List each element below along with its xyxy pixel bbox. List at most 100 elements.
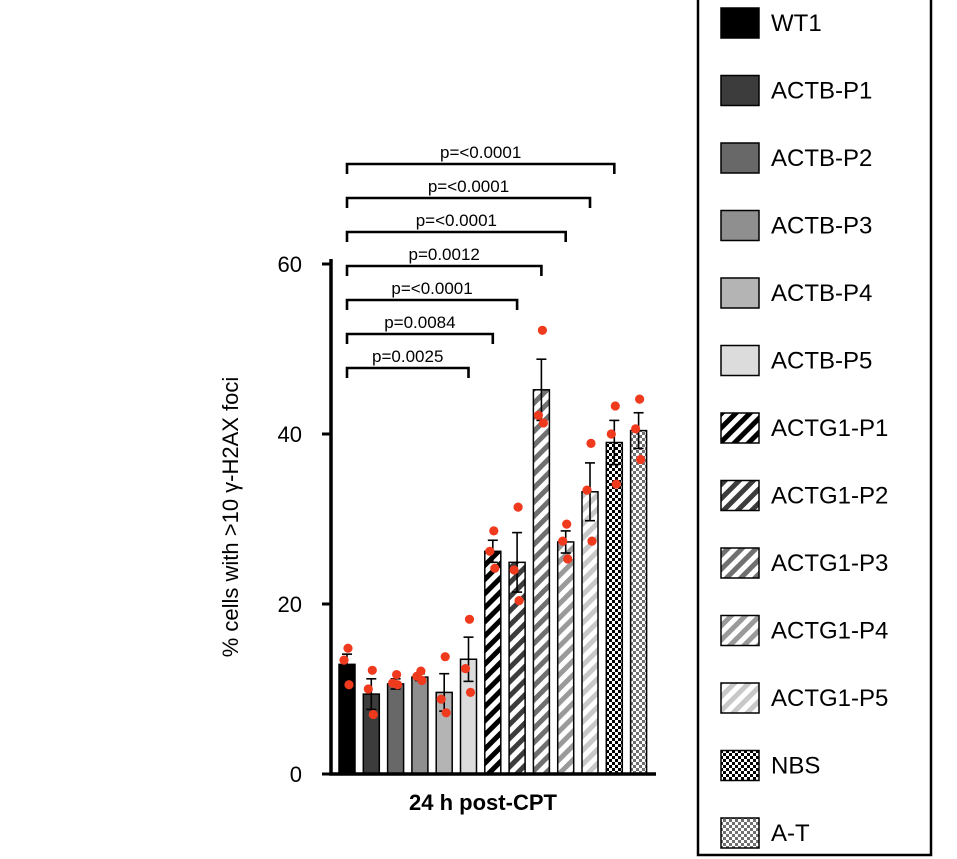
point-actg1-p4 xyxy=(563,554,573,564)
point-wt1 xyxy=(339,655,349,665)
legend-swatch xyxy=(720,614,760,647)
bar-a-t xyxy=(629,429,648,775)
point-actb-p3 xyxy=(417,675,427,686)
point-actg1-p3 xyxy=(537,325,548,335)
point-actg1-p3 xyxy=(538,418,549,428)
point-nbs xyxy=(606,429,616,439)
legend-label: ACTG1-P3 xyxy=(771,550,888,577)
y-tick-label: 40 xyxy=(278,422,302,447)
legend-item-actg1-p3: ACTG1-P3 xyxy=(720,547,888,579)
legend-item-nbs: NBS xyxy=(720,749,820,782)
error-bar-actg1-p2 xyxy=(512,531,523,593)
bars xyxy=(338,389,648,775)
point-actg1-p2 xyxy=(509,565,519,575)
legend-item-actb-p1: ACTB-P1 xyxy=(720,74,872,107)
point-actg1-p3 xyxy=(533,410,544,420)
p-value-label: p=0.0084 xyxy=(384,313,455,332)
p-value-label: p=0.0012 xyxy=(409,245,480,264)
legend-item-actg1-p5: ACTG1-P5 xyxy=(720,682,888,714)
point-actb-p2 xyxy=(393,680,403,690)
y-tick-label: 0 xyxy=(290,762,302,787)
point-wt1 xyxy=(343,643,353,653)
p-value-label: p=<0.0001 xyxy=(440,143,521,162)
legend-swatch xyxy=(720,817,760,849)
point-wt1 xyxy=(344,680,354,690)
y-axis-label: % cells with >10 γ-H2AX foci xyxy=(218,377,243,658)
legend-item-actb-p3: ACTB-P3 xyxy=(720,209,872,242)
point-actg1-p5 xyxy=(587,536,597,546)
legend-label: ACTB-P2 xyxy=(771,145,872,172)
bar-nbs xyxy=(605,441,624,775)
point-nbs xyxy=(611,479,621,489)
point-actb-p1 xyxy=(367,665,377,675)
y-tick-label: 60 xyxy=(278,252,302,277)
error-bar-actb-p1 xyxy=(366,677,377,711)
legend-item-actg1-p1: ACTG1-P1 xyxy=(720,412,888,444)
legend-item-actg1-p4: ACTG1-P4 xyxy=(720,614,888,647)
point-actb-p2 xyxy=(392,669,402,680)
legend-label: WT1 xyxy=(771,10,822,37)
p-value-label: p=<0.0001 xyxy=(416,211,497,230)
legend-label: ACTG1-P1 xyxy=(771,415,888,442)
p-value-label: p=<0.0001 xyxy=(391,279,472,298)
point-actb-p4 xyxy=(441,708,451,718)
bar-actb-p2 xyxy=(386,683,405,775)
legend-item-actb-p2: ACTB-P2 xyxy=(720,142,872,174)
legend-swatch xyxy=(720,344,760,377)
legend-swatch xyxy=(720,74,760,107)
legend-swatch xyxy=(720,412,760,444)
legend-item-actb-p4: ACTB-P4 xyxy=(720,277,872,309)
significance-brackets: p=0.0025 p=0.0084 p=<0.0001 p=0.0012 p=<0.00… xyxy=(345,143,616,378)
legend-swatch xyxy=(720,749,760,782)
error-bar-nbs xyxy=(609,419,620,466)
legend-swatch xyxy=(720,209,760,242)
bar-actg1-p1 xyxy=(484,550,502,775)
point-actb-p4 xyxy=(440,652,450,662)
legend-label: ACTB-P3 xyxy=(771,213,872,240)
legend-item-a-t: A-T xyxy=(720,817,810,849)
bar-actg1-p2 xyxy=(508,561,526,775)
point-actg1-p4 xyxy=(562,519,572,529)
point-a-t xyxy=(631,424,641,434)
legend-label: ACTG1-P4 xyxy=(771,618,888,645)
point-a-t xyxy=(636,454,646,465)
x-axis-label: 24 h post-CPT xyxy=(409,790,557,815)
point-actg1-p1 xyxy=(490,563,500,573)
point-actg1-p1 xyxy=(485,546,495,556)
legend-swatch xyxy=(720,547,760,579)
legend-label: ACTG1-P2 xyxy=(771,483,888,510)
legend-swatch xyxy=(720,479,760,512)
point-actb-p5 xyxy=(460,664,471,674)
point-actg1-p4 xyxy=(558,536,568,546)
bar-actg1-p4 xyxy=(556,541,575,775)
bracket: p=<0.0001 xyxy=(345,211,567,242)
legend-swatch xyxy=(720,682,760,714)
legend-swatch xyxy=(720,7,760,39)
y-ticks: 0 20 40 60 xyxy=(278,252,331,787)
point-actb-p5 xyxy=(465,687,476,698)
bracket: p=<0.0001 xyxy=(345,143,616,174)
point-actb-p1 xyxy=(363,684,373,694)
point-actb-p1 xyxy=(368,709,378,720)
bracket: p=0.0012 xyxy=(345,245,543,276)
legend: WT1 ACTB-P1 ACTB-P2 ACTB-P3 ACTB-P4 ACTB-P5 AC… xyxy=(696,0,933,857)
bracket: p=0.0025 xyxy=(345,347,470,378)
bracket: p=<0.0001 xyxy=(345,279,519,310)
legend-swatch xyxy=(720,142,760,174)
point-nbs xyxy=(610,401,620,411)
point-actg1-p2 xyxy=(513,502,523,512)
legend-label: ACTB-P1 xyxy=(771,78,872,105)
bracket: p=0.0084 xyxy=(345,313,495,344)
legend-item-wt1: WT1 xyxy=(720,7,822,39)
point-actg1-p5 xyxy=(582,485,592,495)
legend-swatch xyxy=(720,277,760,309)
legend-label: ACTB-P5 xyxy=(771,348,872,375)
error-bar-actb-p5 xyxy=(463,636,474,683)
bar-actg1-p3 xyxy=(532,389,551,775)
point-actb-p4 xyxy=(436,694,446,704)
data-points xyxy=(339,325,646,720)
legend-item-actg1-p2: ACTG1-P2 xyxy=(720,479,888,512)
point-a-t xyxy=(635,394,645,404)
bracket: p=<0.0001 xyxy=(345,177,592,208)
